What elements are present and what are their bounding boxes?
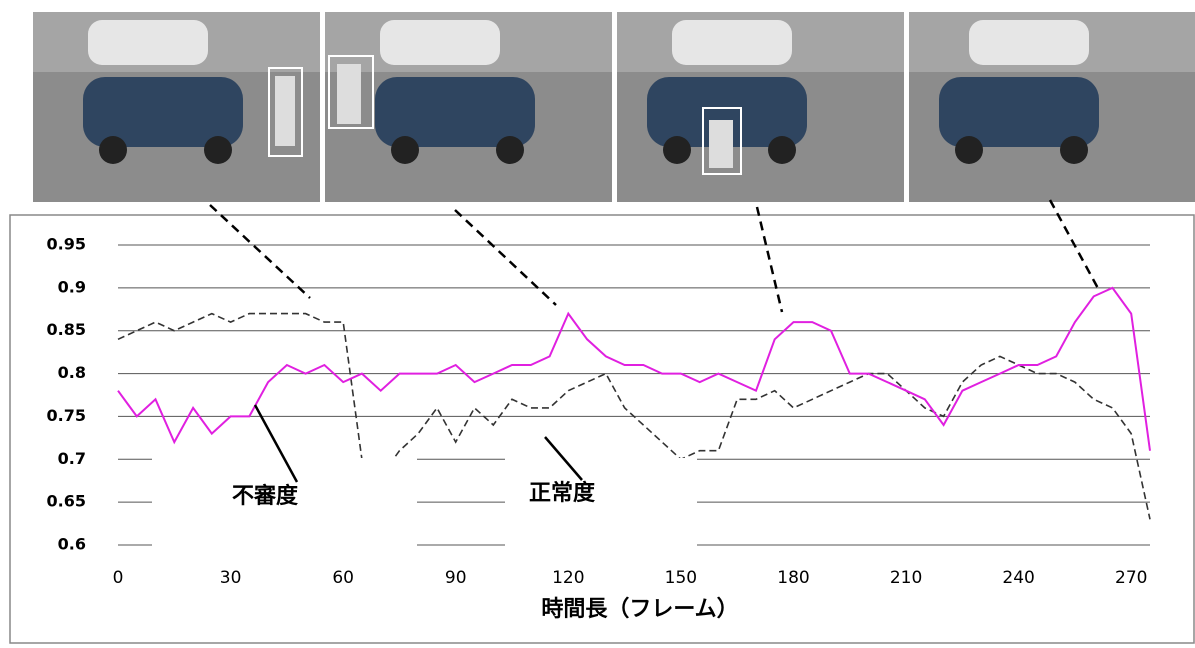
annotation: 正常度 (529, 480, 596, 506)
photo (909, 12, 1195, 202)
y-tick-label: 0.65 (47, 492, 86, 511)
label-box (152, 458, 417, 548)
y-tick-label: 0.75 (47, 406, 86, 425)
x-tick-label: 30 (220, 568, 242, 588)
pointer (544, 436, 583, 481)
y-tick-label: 0.95 (47, 235, 86, 254)
x-axis-label: 時間長（フレーム） (541, 597, 738, 622)
x-tick-label: 270 (1115, 568, 1147, 588)
pointer (253, 404, 299, 483)
x-tick-label: 150 (665, 568, 697, 588)
y-tick-label: 0.85 (47, 320, 86, 339)
label-box (505, 458, 697, 548)
series-line (117, 286, 1151, 451)
x-tick-label: 180 (777, 568, 809, 588)
connectors (209, 199, 1102, 313)
chart-frame (9, 214, 1195, 644)
x-tick-label: 240 (1002, 568, 1034, 588)
photos (33, 12, 1195, 202)
x-tick-label: 120 (552, 568, 584, 588)
x-tick-label: 210 (890, 568, 922, 588)
x-tick-label: 0 (113, 568, 124, 588)
photo (33, 12, 320, 202)
photo (325, 12, 612, 202)
x-tick-label: 60 (332, 568, 354, 588)
photo (617, 12, 904, 202)
y-tick-label: 0.7 (58, 449, 86, 468)
y-tick-label: 0.8 (58, 363, 86, 382)
series-line (117, 312, 1151, 520)
x-tick-label: 90 (445, 568, 467, 588)
y-tick-label: 0.9 (58, 277, 86, 296)
y-tick-label: 0.6 (58, 535, 86, 554)
annotation: 不審度 (232, 483, 299, 509)
